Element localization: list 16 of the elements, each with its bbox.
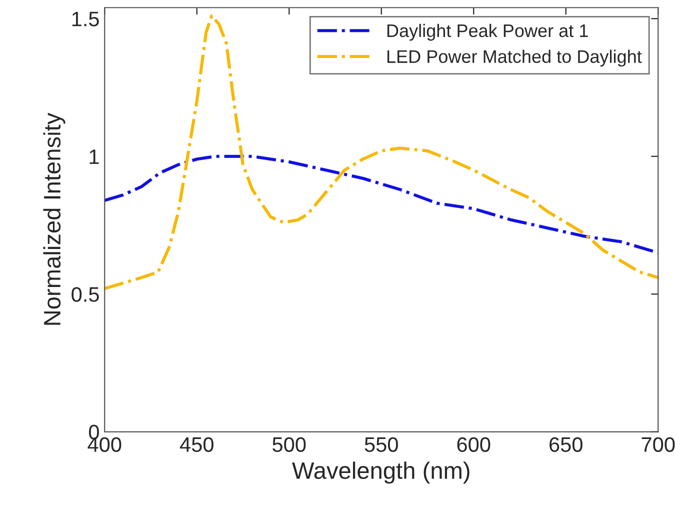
y-tick-label: 1.5 [72, 12, 99, 26]
line-series [104, 14, 658, 290]
x-tick-label: 500 [272, 437, 306, 452]
legend-label: Daylight Peak Power at 1 [387, 24, 588, 41]
y-tick-label: 1 [90, 150, 99, 164]
x-tick-label: 600 [457, 437, 490, 452]
y-tick-label: 0.5 [72, 287, 99, 302]
line-series [104, 154, 658, 254]
x-tick-label: 650 [550, 437, 582, 452]
x-axis-title: Wavelength (nm) [292, 462, 470, 484]
y-axis-title: Normalized Intensity [43, 112, 66, 325]
x-tick-label: 450 [180, 437, 214, 452]
x-tick-label: 400 [88, 437, 122, 452]
x-tick-label: 550 [364, 437, 398, 452]
x-tick-label: 700 [642, 437, 675, 452]
legend-label: LED Power Matched to Daylight [387, 50, 642, 67]
